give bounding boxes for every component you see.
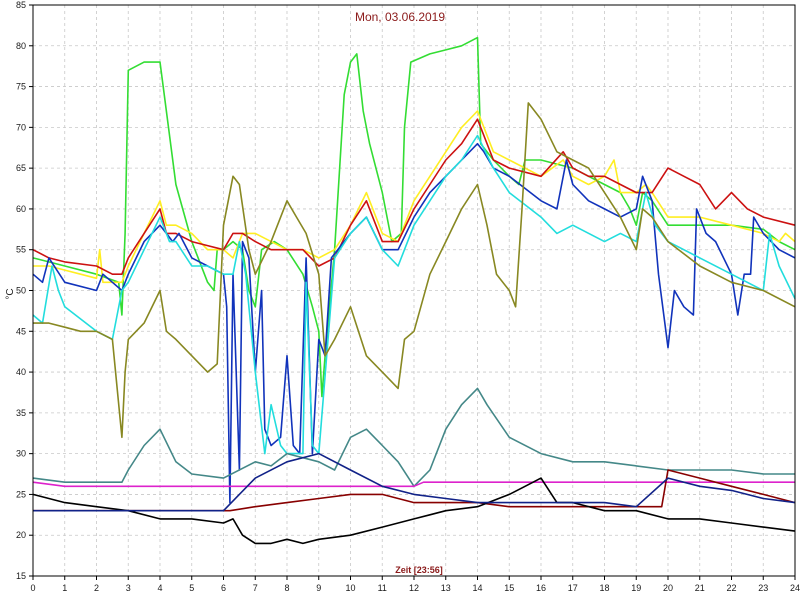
x-tick-label: 9: [316, 583, 321, 593]
x-tick-label: 10: [345, 583, 355, 593]
x-tick-label: 5: [189, 583, 194, 593]
x-tick-label: 17: [568, 583, 578, 593]
series-line: [32, 387, 795, 488]
x-tick-label: 6: [221, 583, 226, 593]
x-tick-label: 0: [30, 583, 35, 593]
x-tick-label: 14: [472, 583, 482, 593]
x-tick-label: 4: [157, 583, 162, 593]
x-tick-label: 3: [126, 583, 131, 593]
y-axis-label: °C: [5, 288, 16, 299]
x-tick-label: 23: [758, 583, 768, 593]
y-tick-label: 55: [16, 245, 26, 255]
y-tick-label: 70: [16, 122, 26, 132]
series-line: [33, 102, 796, 439]
x-tick-label: 15: [504, 583, 514, 593]
x-axis-label: Zeit [23:56]: [395, 565, 443, 575]
y-tick-label: 35: [16, 408, 26, 418]
series-group: [32, 36, 796, 545]
y-tick-label: 30: [16, 449, 26, 459]
series-line: [32, 36, 796, 398]
labels: Mon, 03.06.2019 Zeit [23:56] °C: [5, 10, 445, 575]
y-tick-label: 80: [16, 41, 26, 51]
y-tick-label: 75: [16, 82, 26, 92]
x-tick-label: 19: [631, 583, 641, 593]
x-tick-label: 1: [62, 583, 67, 593]
y-tick-label: 45: [16, 326, 26, 336]
y-tick-label: 40: [16, 367, 26, 377]
y-tick-label: 60: [16, 204, 26, 214]
x-tick-label: 22: [726, 583, 736, 593]
x-tick-label: 11: [378, 583, 387, 593]
x-tick-label: 16: [536, 583, 546, 593]
x-tick-label: 24: [790, 583, 800, 593]
x-tick-label: 2: [94, 583, 99, 593]
series-line: [33, 110, 796, 284]
y-tick-label: 20: [16, 530, 26, 540]
y-tick-label: 85: [16, 0, 26, 10]
series-line: [32, 477, 796, 545]
series-line: [32, 118, 796, 276]
x-tick-label: 7: [253, 583, 258, 593]
x-tick-label: 20: [663, 583, 673, 593]
y-tick-label: 50: [16, 286, 26, 296]
y-tick-label: 65: [16, 163, 26, 173]
x-tick-label: 12: [409, 583, 419, 593]
y-tick-label: 15: [16, 571, 26, 581]
chart-title: Mon, 03.06.2019: [355, 10, 445, 24]
series-line: [33, 452, 796, 512]
x-tick-label: 8: [284, 583, 289, 593]
y-tick-label: 25: [16, 489, 26, 499]
x-tick-label: 13: [441, 583, 451, 593]
x-tick-label: 21: [695, 583, 705, 593]
axes: 0 1 2 3 4 5 6 7 8 9 10 11 12 13 14 15 16 17 18 19 20 21 22 23 24…: [16, 0, 800, 593]
x-tick-label: 18: [599, 583, 609, 593]
